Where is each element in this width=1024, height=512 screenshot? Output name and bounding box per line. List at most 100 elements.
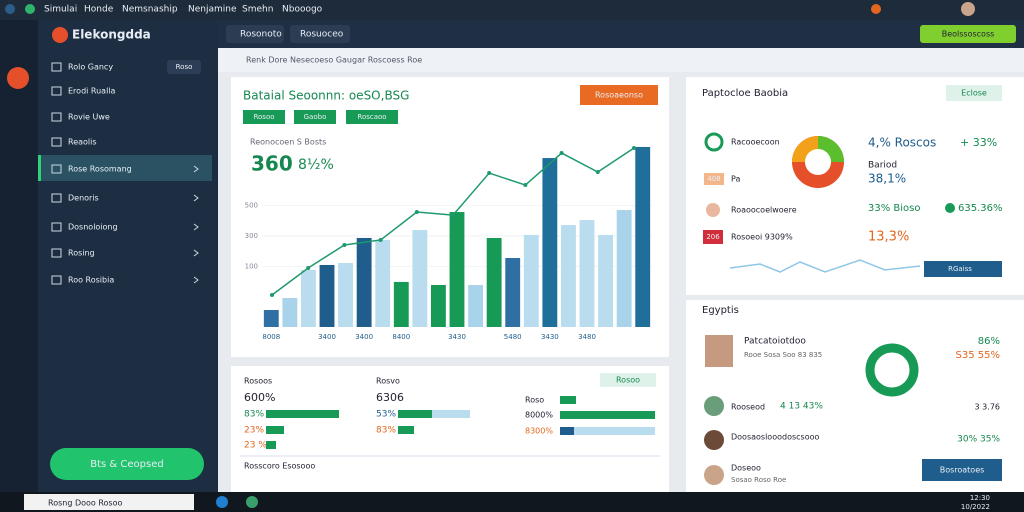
- stat: 635.36%: [958, 203, 1003, 214]
- dropdown-bg[interactable]: [600, 373, 656, 387]
- tab[interactable]: Rosonoto: [240, 30, 282, 40]
- menu-icon: [51, 222, 62, 232]
- stat: 3 3.76: [975, 403, 1000, 412]
- badge-bg: [167, 60, 201, 74]
- dropdown[interactable]: Rosoo: [616, 376, 640, 385]
- panel-button[interactable]: RGaiss: [948, 265, 972, 273]
- menu-item[interactable]: Erodi Rualla: [68, 87, 116, 96]
- menu-item[interactable]: Nemsnaship: [122, 5, 178, 15]
- trend-point: [414, 210, 419, 215]
- panel-action-bg[interactable]: [946, 85, 1002, 101]
- row-label: Pa: [731, 175, 740, 184]
- panel-action[interactable]: Eclose: [961, 89, 987, 98]
- panel-button[interactable]: Rosoaeonso: [595, 91, 643, 100]
- sidebar-button-bg[interactable]: [50, 448, 204, 480]
- person: Doseoo: [731, 464, 761, 473]
- sidebar-button[interactable]: Bts & Ceopsed: [90, 459, 163, 470]
- stat: 33% Bioso: [868, 203, 921, 214]
- chevron: [193, 165, 199, 173]
- bar: [393, 281, 409, 327]
- tab-bg[interactable]: [290, 25, 350, 43]
- bar: [263, 310, 279, 327]
- progress: [560, 427, 574, 435]
- menu-item[interactable]: Roo Rosibia: [68, 276, 114, 285]
- menu-item[interactable]: Reaolis: [68, 138, 97, 147]
- panel-button-bg[interactable]: [924, 261, 1002, 277]
- tab[interactable]: Roscaoo: [357, 113, 386, 121]
- panel-button-bg[interactable]: [580, 85, 658, 105]
- tab[interactable]: Rosoo: [253, 113, 274, 121]
- panel-button[interactable]: Bosroatoes: [940, 466, 985, 475]
- avatar: [704, 465, 724, 485]
- stat: + 33%: [960, 136, 997, 149]
- tab-bg[interactable]: [243, 110, 285, 124]
- taskbar-search-bg[interactable]: [24, 494, 194, 510]
- trend-point: [306, 266, 311, 271]
- value: 23 %: [244, 441, 267, 451]
- tab-bg[interactable]: [346, 110, 398, 124]
- menu-item[interactable]: Denoris: [68, 194, 99, 203]
- stat: 4 13 43%: [780, 402, 823, 412]
- panel-button-bg[interactable]: [922, 459, 1002, 481]
- bar: [412, 230, 428, 327]
- panel-footer: Rosscoro Esosooo: [244, 462, 315, 471]
- icon: [706, 203, 720, 217]
- bar: [319, 264, 335, 327]
- menu-icon: [51, 137, 62, 147]
- menu-icon: [51, 112, 62, 122]
- progress: [560, 411, 655, 419]
- bar: [375, 239, 391, 327]
- taskbar-icon[interactable]: [216, 496, 228, 508]
- x-tick-label: 5480: [504, 333, 522, 341]
- subtitle: Reonocoen S Bosts: [250, 138, 326, 147]
- tab[interactable]: Gaobo: [304, 113, 327, 121]
- y-tick-label: 300: [245, 232, 258, 240]
- bar: [635, 146, 651, 327]
- action-bg[interactable]: [920, 25, 1016, 43]
- tab-bg[interactable]: [294, 110, 336, 124]
- menu-item[interactable]: Nenjamine: [188, 5, 237, 15]
- taskbar-search[interactable]: Rosng Dooo Rosoo: [48, 499, 122, 508]
- badge-bg: [704, 173, 724, 185]
- stat: 86%: [978, 336, 1000, 347]
- active-item: [38, 155, 212, 181]
- action[interactable]: Beolssoscoss: [942, 30, 995, 39]
- menu-item[interactable]: Dosnoloiong: [68, 223, 118, 232]
- taskbar-icon[interactable]: [246, 496, 258, 508]
- right-panel: [686, 77, 1024, 295]
- avatar: [705, 335, 733, 367]
- tab-bg[interactable]: [226, 25, 284, 43]
- bar: [468, 284, 483, 327]
- sparkline: [729, 259, 921, 273]
- x-tick-label: 8400: [392, 333, 410, 341]
- menu-item[interactable]: Rovie Uwe: [68, 113, 110, 122]
- tab[interactable]: Rosuoceo: [300, 30, 344, 40]
- stat-label: Bariod: [868, 161, 897, 171]
- search[interactable]: Renk Dore Nesecoeso Gaugar Roscoess Roe: [246, 56, 422, 65]
- avatar[interactable]: [961, 2, 975, 16]
- rail-icon[interactable]: [7, 67, 29, 89]
- menu-item[interactable]: Nbooogo: [282, 5, 323, 15]
- value: 600%: [244, 391, 275, 404]
- progress: [266, 441, 276, 449]
- progress: [560, 396, 576, 404]
- bar: [486, 237, 502, 327]
- progress: [266, 410, 339, 418]
- menu-icon: [51, 164, 62, 174]
- menu-item[interactable]: Rose Rosomang: [68, 165, 132, 174]
- menu-item[interactable]: Simulai: [44, 5, 77, 15]
- menu-item[interactable]: Honde: [84, 5, 114, 15]
- bar: [579, 220, 595, 327]
- bar: [523, 234, 539, 327]
- trend-point: [632, 146, 636, 151]
- kpi: 360: [251, 152, 293, 176]
- menu-icon: [51, 86, 62, 96]
- menu-item[interactable]: Smehn: [242, 5, 273, 15]
- x-tick-label: 8008: [262, 333, 280, 341]
- menu-item[interactable]: Rosing: [68, 249, 95, 258]
- menu-item[interactable]: Rolo Gancy: [68, 63, 113, 72]
- donut-hole: [805, 149, 831, 175]
- icon[interactable]: [871, 4, 881, 14]
- menu-icon: [51, 248, 62, 258]
- x-tick-label: 3430: [448, 333, 466, 341]
